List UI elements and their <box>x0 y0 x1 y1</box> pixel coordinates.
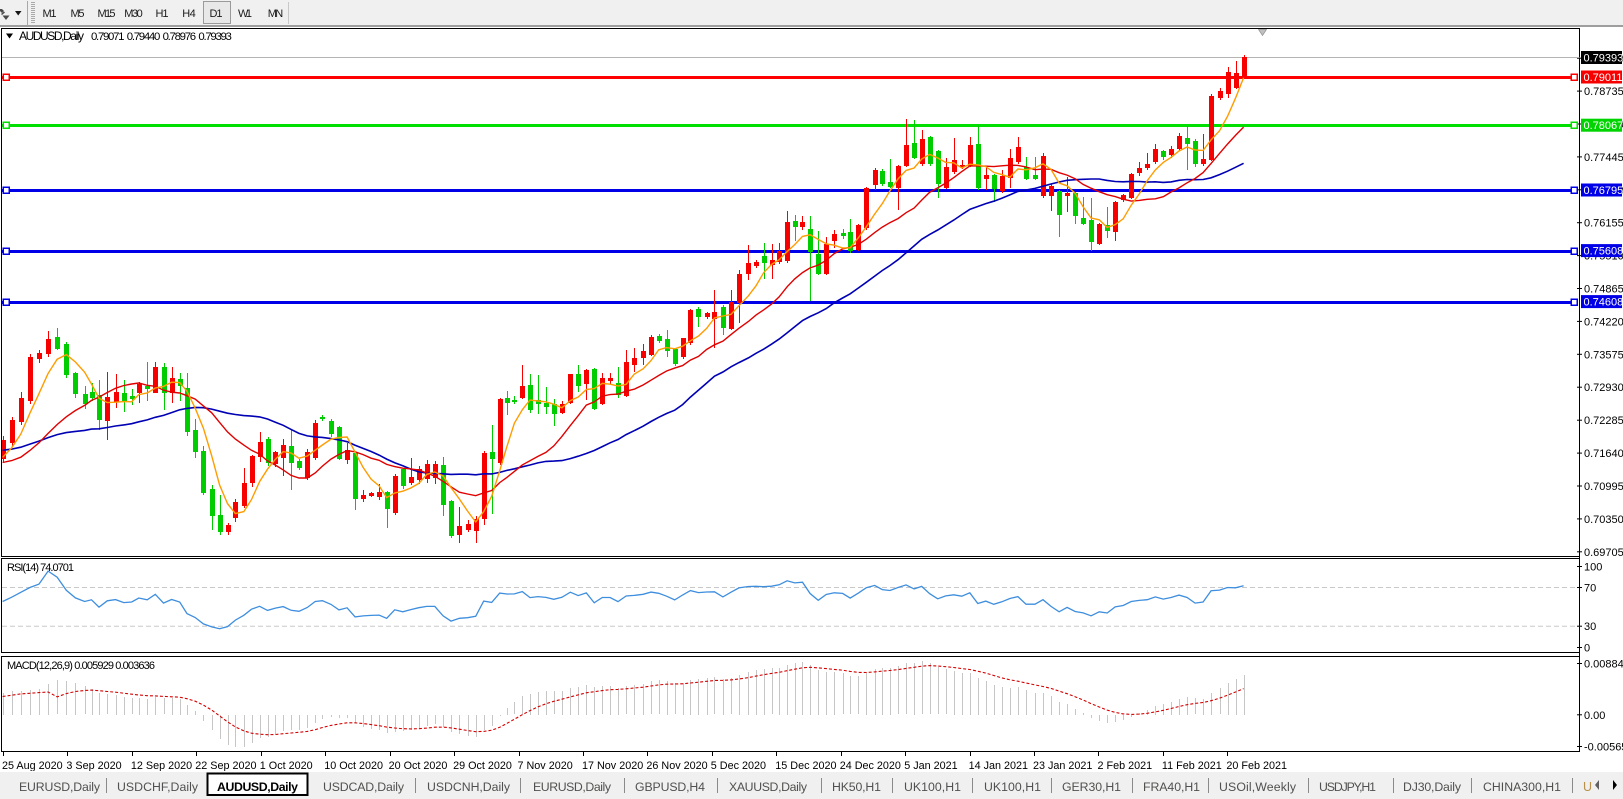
svg-text:15 Dec 2020: 15 Dec 2020 <box>775 760 836 772</box>
svg-text:0.72285: 0.72285 <box>1584 415 1623 427</box>
svg-text:22 Sep 2020: 22 Sep 2020 <box>195 760 256 772</box>
svg-text:0.79071: 0.79071 <box>91 31 125 43</box>
svg-text:GER30,H1: GER30,H1 <box>1062 780 1121 794</box>
svg-text:29 Oct 2020: 29 Oct 2020 <box>453 760 512 772</box>
svg-text:0.00: 0.00 <box>1584 710 1605 722</box>
svg-text:U: U <box>1583 780 1592 794</box>
svg-text:UK100,H1: UK100,H1 <box>984 780 1041 794</box>
svg-text:0.70995: 0.70995 <box>1584 481 1623 493</box>
svg-text:AUDUSD,Daily: AUDUSD,Daily <box>19 29 84 43</box>
svg-text:0.74865: 0.74865 <box>1584 284 1623 296</box>
svg-text:30: 30 <box>1584 621 1596 633</box>
svg-text:0.79440: 0.79440 <box>127 31 161 43</box>
svg-text:UK100,H1: UK100,H1 <box>904 780 961 794</box>
svg-text:HK50,H1: HK50,H1 <box>832 780 881 794</box>
svg-text:23 Jan 2021: 23 Jan 2021 <box>1033 760 1092 772</box>
svg-text:14 Jan 2021: 14 Jan 2021 <box>969 760 1028 772</box>
svg-text:0.77445: 0.77445 <box>1584 152 1623 164</box>
svg-text:M1: M1 <box>43 8 57 20</box>
svg-text:20 Feb 2021: 20 Feb 2021 <box>1226 760 1287 772</box>
svg-text:25 Aug 2020: 25 Aug 2020 <box>2 760 63 772</box>
svg-text:RSI(14) 74.0701: RSI(14) 74.0701 <box>7 562 74 574</box>
svg-text:0.74608: 0.74608 <box>1584 297 1623 309</box>
svg-text:0.78735: 0.78735 <box>1584 86 1623 98</box>
svg-text:GBPUSD,H4: GBPUSD,H4 <box>635 780 705 794</box>
svg-text:1 Oct 2020: 1 Oct 2020 <box>260 760 313 772</box>
svg-text:17 Nov 2020: 17 Nov 2020 <box>582 760 643 772</box>
svg-text:-0.005651: -0.005651 <box>1584 742 1623 754</box>
svg-text:10 Oct 2020: 10 Oct 2020 <box>324 760 383 772</box>
svg-text:EURUSD,Daily: EURUSD,Daily <box>533 780 612 794</box>
svg-text:MACD(12,26,9) 0.005929 0.00363: MACD(12,26,9) 0.005929 0.003636 <box>7 660 155 672</box>
svg-text:M30: M30 <box>124 8 143 20</box>
svg-text:0.79011: 0.79011 <box>1584 72 1623 84</box>
svg-text:FRA40,H1: FRA40,H1 <box>1143 780 1200 794</box>
svg-text:0.74220: 0.74220 <box>1584 316 1623 328</box>
svg-text:USDCHF,Daily: USDCHF,Daily <box>117 780 199 794</box>
svg-text:5 Jan 2021: 5 Jan 2021 <box>904 760 957 772</box>
svg-text:CHINA300,H1: CHINA300,H1 <box>1483 780 1561 794</box>
svg-text:H4: H4 <box>182 8 196 20</box>
svg-text:0.75608: 0.75608 <box>1584 246 1623 258</box>
svg-text:12 Sep 2020: 12 Sep 2020 <box>131 760 192 772</box>
svg-text:70: 70 <box>1584 583 1596 595</box>
svg-text:0.76795: 0.76795 <box>1584 185 1623 197</box>
svg-text:XAUUSD,Daily: XAUUSD,Daily <box>729 780 808 794</box>
svg-text:USDCAD,Daily: USDCAD,Daily <box>323 780 405 794</box>
svg-text:0.00884: 0.00884 <box>1584 659 1623 671</box>
svg-text:24 Dec 2020: 24 Dec 2020 <box>840 760 901 772</box>
svg-text:2 Feb 2021: 2 Feb 2021 <box>1098 760 1153 772</box>
svg-text:0.71640: 0.71640 <box>1584 448 1623 460</box>
svg-text:0.78067: 0.78067 <box>1584 120 1623 132</box>
svg-text:D1: D1 <box>210 8 223 20</box>
svg-text:USDCNH,Daily: USDCNH,Daily <box>427 780 511 794</box>
svg-text:0.69705: 0.69705 <box>1584 547 1623 559</box>
svg-text:MN: MN <box>268 8 284 20</box>
svg-text:3 Sep 2020: 3 Sep 2020 <box>66 760 121 772</box>
svg-text:USDJPY,H1: USDJPY,H1 <box>1319 780 1376 794</box>
svg-text:7 Nov 2020: 7 Nov 2020 <box>518 760 573 772</box>
svg-text:0.70350: 0.70350 <box>1584 514 1623 526</box>
svg-text:5 Dec 2020: 5 Dec 2020 <box>711 760 766 772</box>
svg-text:26 Nov 2020: 26 Nov 2020 <box>646 760 707 772</box>
svg-text:0.76155: 0.76155 <box>1584 218 1623 230</box>
svg-text:M5: M5 <box>71 8 85 20</box>
svg-text:0.79393: 0.79393 <box>198 31 232 43</box>
svg-text:0.72930: 0.72930 <box>1584 382 1623 394</box>
svg-text:0.73575: 0.73575 <box>1584 349 1623 361</box>
svg-text:AUDUSD,Daily: AUDUSD,Daily <box>217 780 298 794</box>
svg-text:W1: W1 <box>238 8 252 20</box>
svg-text:11 Feb 2021: 11 Feb 2021 <box>1162 760 1222 772</box>
svg-text:H1: H1 <box>156 8 169 20</box>
svg-text:100: 100 <box>1584 562 1602 574</box>
svg-text:DJ30,Daily: DJ30,Daily <box>1403 780 1462 794</box>
svg-text:0: 0 <box>1584 643 1590 655</box>
svg-text:M15: M15 <box>98 8 116 20</box>
svg-text:0.79393: 0.79393 <box>1584 53 1623 65</box>
svg-text:20 Oct 2020: 20 Oct 2020 <box>389 760 448 772</box>
svg-text:0.78976: 0.78976 <box>163 31 197 43</box>
svg-text:EURUSD,Daily: EURUSD,Daily <box>19 780 101 794</box>
svg-text:USOil,Weekly: USOil,Weekly <box>1219 780 1297 794</box>
